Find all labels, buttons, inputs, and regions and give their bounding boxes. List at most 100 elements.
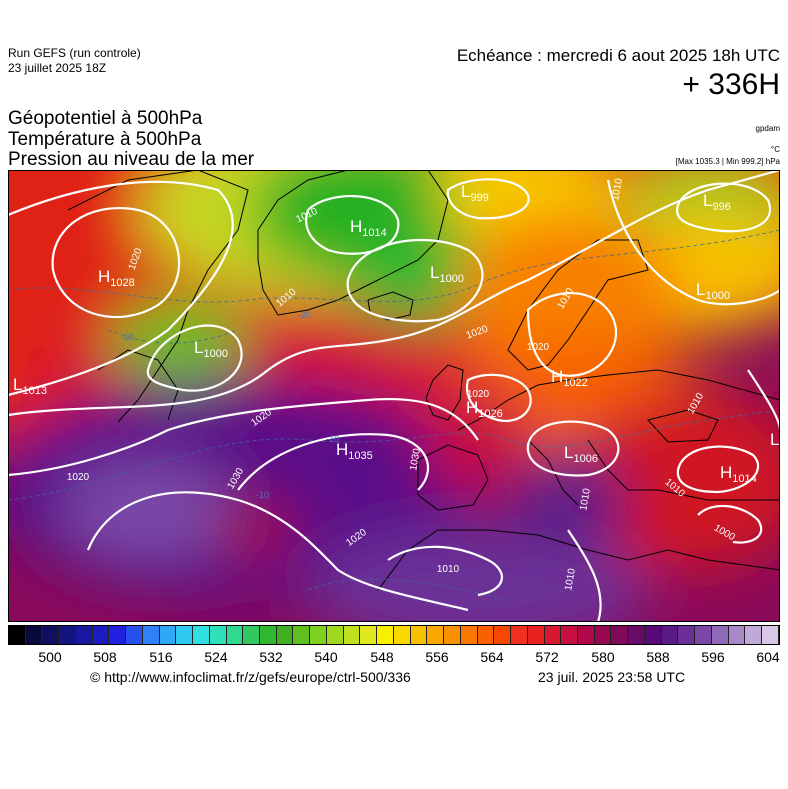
colorbar-cell — [75, 626, 93, 644]
isotherm-label: -10 — [256, 490, 269, 500]
isobars — [8, 170, 780, 622]
isobar-atlantic-1020 — [8, 180, 234, 397]
weather-map: H1028 H1014 L999 L996 L1000 L1000 L1000 L1013 H1… — [8, 170, 780, 622]
colorbar-tick: 588 — [646, 649, 670, 665]
run-name: Run GEFS (run controle) — [8, 46, 141, 60]
colorbar-cell — [326, 626, 344, 644]
colorbar-tick: 516 — [149, 649, 173, 665]
colorbar-cell — [745, 626, 763, 644]
map-frame — [8, 170, 780, 622]
colorbar-cell — [611, 626, 629, 644]
low-pressure-center: L995 — [770, 430, 780, 452]
isobar-greenland-high — [305, 194, 400, 255]
coast-british-isles — [425, 364, 464, 421]
isobar-russia-low — [675, 182, 771, 233]
colorbar-cell — [377, 626, 394, 644]
colorbar-cell — [59, 626, 76, 644]
field-iceland-green — [348, 235, 488, 325]
field-scandinavia-orange — [458, 210, 678, 370]
isobar-label: 1010 — [437, 564, 460, 575]
lead-time: + 336H — [682, 68, 780, 101]
high-pressure-center: H1035 — [336, 440, 373, 462]
colorbar-cell — [628, 626, 645, 644]
isobar-label: 1010 — [578, 487, 593, 511]
colorbar — [8, 625, 780, 645]
isobar-newfoundland-low — [146, 324, 243, 392]
low-pressure-center: L1013 — [13, 375, 47, 397]
field-mediterranean-purple — [508, 450, 628, 550]
coast-labrador — [97, 349, 179, 421]
colorbar-tick: 524 — [204, 649, 228, 665]
run-date: 23 juillet 2025 18Z — [8, 61, 107, 75]
colorbar-cell — [477, 626, 495, 644]
colorbar-tick: 564 — [480, 649, 504, 665]
field-africa-lilac — [308, 530, 648, 622]
colorbar-cell — [9, 626, 26, 644]
colorbar-cell — [527, 626, 545, 644]
pressure-range: [Max 1035.3 | Min 999.2] hPa — [675, 157, 780, 166]
colorbar-cell — [25, 626, 43, 644]
high-pressure-center: H1014 — [350, 217, 387, 239]
colorbar-tick: 596 — [701, 649, 725, 665]
colorbar-cell — [293, 626, 311, 644]
field-atlantic-magenta — [218, 495, 298, 565]
coast-italy — [527, 439, 579, 506]
colorbar-cell — [159, 626, 177, 644]
colorbar-cell — [678, 626, 696, 644]
colorbar-cell — [226, 626, 244, 644]
coast-balkans-turkey — [587, 439, 780, 501]
colorbar-cell — [444, 626, 461, 644]
isobar-east-1000 — [697, 504, 763, 544]
colorbar-cell — [393, 626, 411, 644]
colorbar-cell — [92, 626, 110, 644]
colorbar-cell — [644, 626, 662, 644]
low-pressure-center: L1000 — [194, 338, 228, 360]
map-title-temperature: Température à 500hPa — [8, 129, 202, 150]
pressure-center-labels: H1028 H1014 L999 L996 L1000 L1000 L1000 L1013 H1… — [13, 182, 780, 485]
isobar-iberia-high — [465, 373, 532, 423]
isobar-mediterranean-low — [526, 420, 620, 477]
colorbar-tick: 580 — [591, 649, 615, 665]
map-title-geopotential: Géopotentiel à 500hPa — [8, 108, 203, 129]
colorbar-tick: 500 — [38, 649, 62, 665]
low-pressure-center: L999 — [461, 182, 489, 204]
colorbar-cell — [661, 626, 679, 644]
low-pressure-center: L996 — [703, 191, 731, 213]
colorbar-cell — [711, 626, 729, 644]
isobar-label: 1020 — [527, 342, 550, 353]
colorbar-cell — [427, 626, 445, 644]
isotherm-label: -20 — [121, 332, 134, 342]
isotherm-c — [107, 329, 239, 344]
colorbar-cell — [193, 626, 210, 644]
low-pressure-center: L1006 — [564, 443, 598, 465]
coast-continental-europe — [457, 369, 780, 431]
colorbar-cell — [728, 626, 746, 644]
high-pressure-center: H1026 — [466, 398, 503, 420]
high-pressure-center: H1022 — [551, 367, 588, 389]
isobar-south-1010 — [567, 529, 602, 622]
colorbar-tick: 508 — [93, 649, 117, 665]
colorbar-tick: 548 — [370, 649, 394, 665]
field-southeast-red — [568, 390, 780, 570]
colorbar-cell — [410, 626, 428, 644]
colorbar-cell — [460, 626, 478, 644]
isobar-atlantic-upper — [8, 170, 780, 417]
coast-iberia — [417, 444, 489, 511]
colorbar-cell — [209, 626, 227, 644]
colorbar-cell — [109, 626, 127, 644]
isotherm-label: -20 — [298, 310, 311, 320]
colorbar-cell — [360, 626, 378, 644]
low-pressure-center: L1000 — [430, 263, 464, 285]
colorbar-tick: 532 — [259, 649, 283, 665]
colorbar-cell — [511, 626, 528, 644]
colorbar-cell — [561, 626, 578, 644]
isobar-label: 1010 — [563, 567, 578, 591]
colorbar-cell — [310, 626, 327, 644]
high-pressure-center: H1028 — [98, 267, 135, 289]
low-pressure-center: L1000 — [696, 280, 730, 302]
isobar-azores-outer — [8, 398, 479, 477]
isobar-label: 1020 — [67, 472, 90, 483]
isotherm-b — [8, 409, 780, 501]
map-title-pressure: Pression au niveau de la mer — [8, 149, 255, 170]
isobar-east-1010 — [606, 179, 780, 306]
